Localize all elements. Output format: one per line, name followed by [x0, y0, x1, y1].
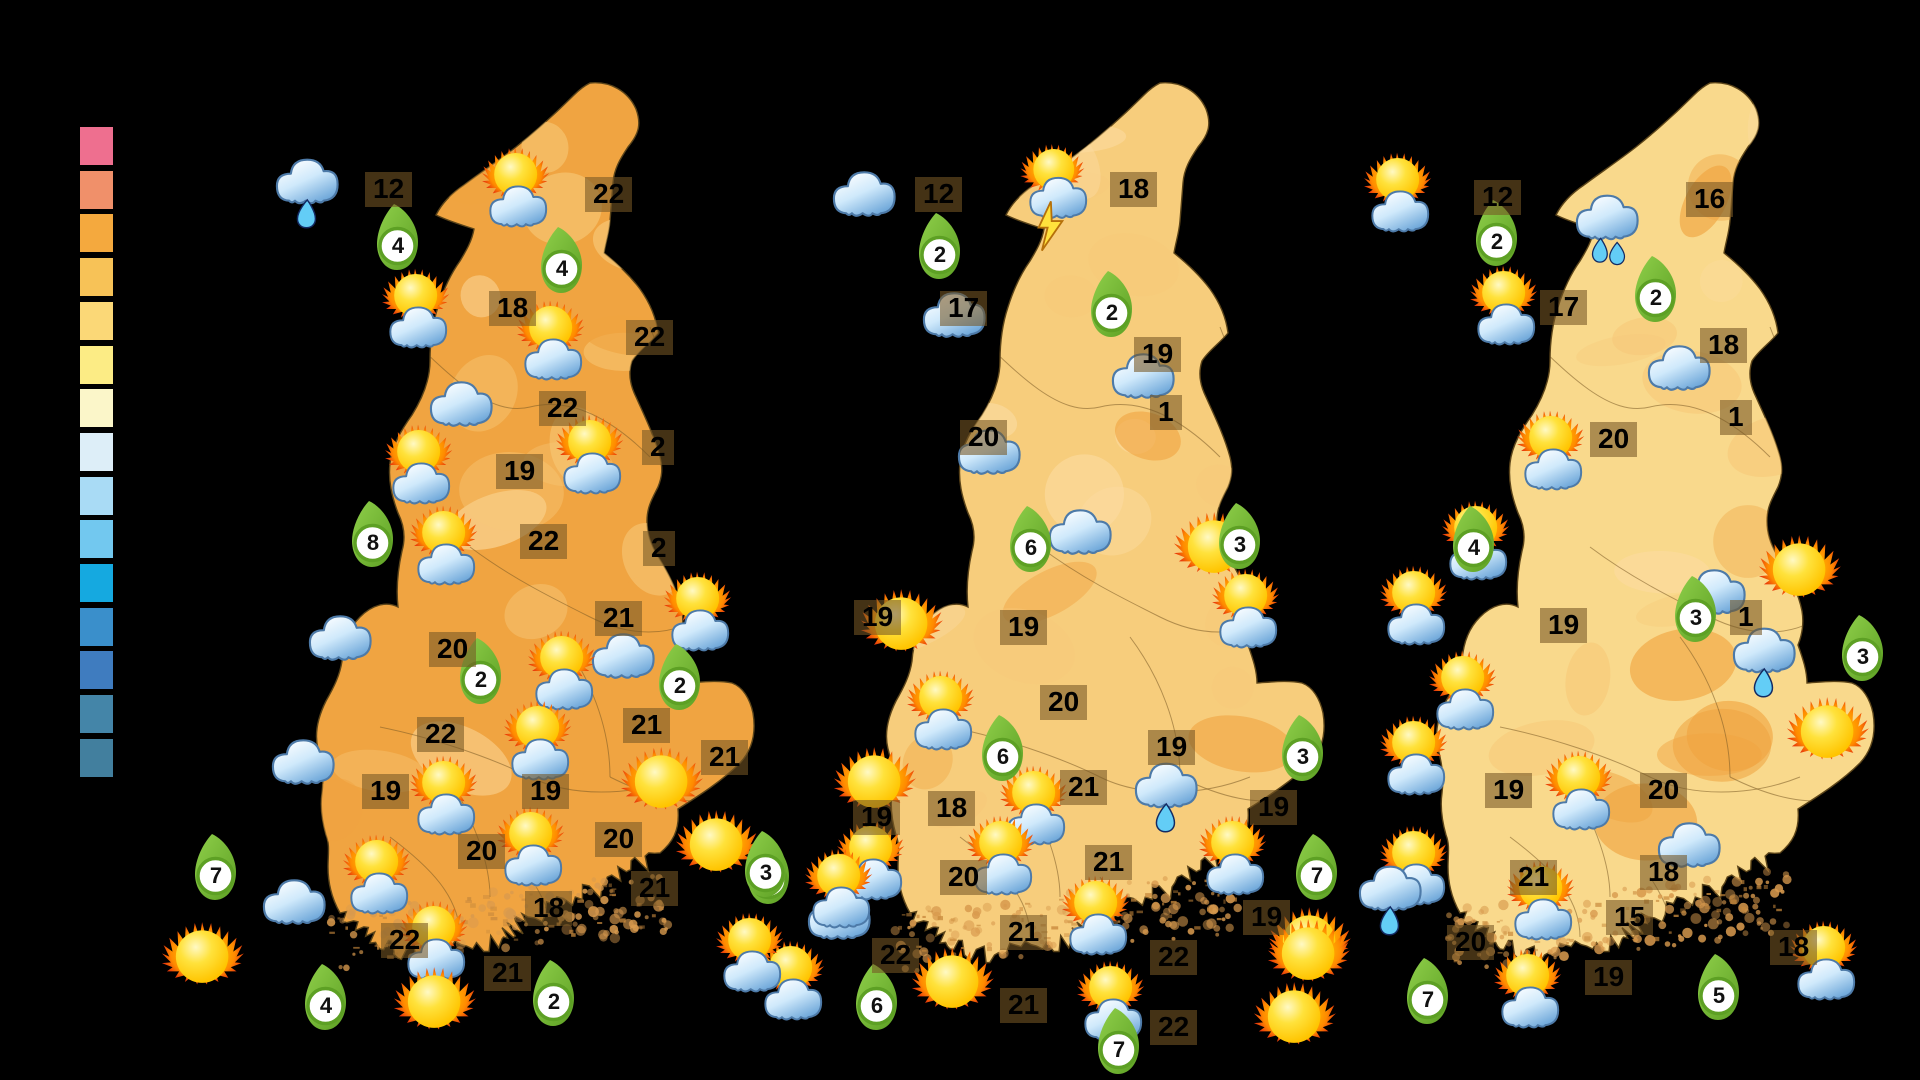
svg-text:3: 3	[1690, 605, 1702, 630]
svg-text:2: 2	[475, 667, 487, 692]
svg-text:8: 8	[367, 530, 379, 555]
svg-text:3: 3	[760, 860, 772, 885]
svg-text:4: 4	[1468, 535, 1481, 560]
svg-text:2: 2	[1491, 229, 1503, 254]
svg-text:7: 7	[1113, 1037, 1125, 1062]
svg-text:4: 4	[392, 233, 405, 258]
svg-text:6: 6	[997, 744, 1009, 769]
svg-text:4: 4	[320, 993, 333, 1018]
svg-text:4: 4	[556, 256, 569, 281]
svg-text:7: 7	[1422, 987, 1434, 1012]
svg-text:5: 5	[1713, 983, 1725, 1008]
svg-text:6: 6	[1025, 535, 1037, 560]
svg-text:2: 2	[934, 242, 946, 267]
svg-text:7: 7	[1311, 863, 1323, 888]
svg-text:7: 7	[210, 863, 222, 888]
svg-text:2: 2	[548, 989, 560, 1014]
svg-text:2: 2	[674, 673, 686, 698]
svg-text:6: 6	[871, 993, 883, 1018]
svg-text:2: 2	[1106, 300, 1118, 325]
svg-text:3: 3	[1234, 532, 1246, 557]
svg-text:2: 2	[1650, 285, 1662, 310]
svg-text:3: 3	[1857, 644, 1869, 669]
svg-text:3: 3	[1297, 744, 1309, 769]
